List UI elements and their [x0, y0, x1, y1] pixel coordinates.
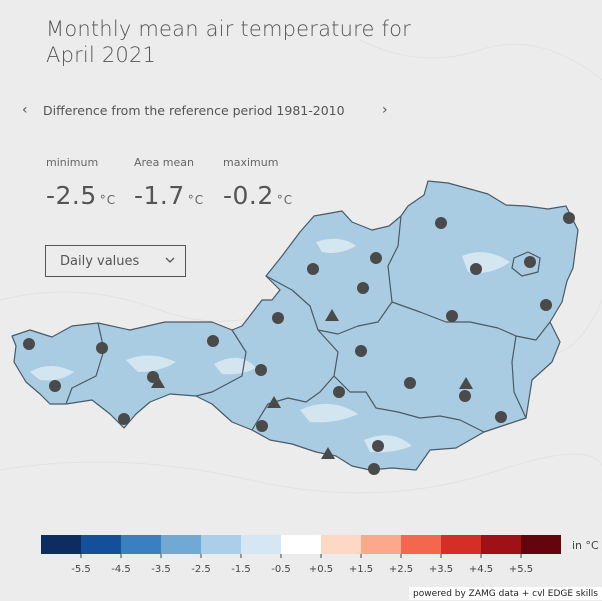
- legend-color-swatch: [321, 535, 361, 554]
- dropdown-selected-value: Daily values: [60, 254, 140, 269]
- stat-minimum: minimum -2.5 °C: [46, 156, 116, 210]
- station-marker: [368, 463, 380, 475]
- legend-color-swatch: [201, 535, 241, 554]
- station-marker: [435, 217, 447, 229]
- station-marker: [118, 413, 130, 425]
- station-marker: [404, 377, 416, 389]
- stat-label: maximum: [223, 156, 279, 169]
- station-marker: [49, 380, 61, 392]
- station-marker: [96, 342, 108, 354]
- previous-period-button[interactable]: ‹: [22, 102, 28, 118]
- mountain-station-marker: [325, 309, 339, 321]
- legend-tick-label: -0.5: [271, 564, 291, 575]
- stat-number: -0.2: [223, 181, 274, 210]
- legend-tick-label: +5.5: [509, 564, 533, 575]
- station-marker: [495, 411, 507, 423]
- legend-tick-label: -4.5: [111, 564, 131, 575]
- station-marker: [207, 335, 219, 347]
- station-marker: [23, 338, 35, 350]
- station-marker: [357, 282, 369, 294]
- legend-tick-label: -5.5: [71, 564, 91, 575]
- page-title: Monthly mean air temperature for April 2…: [46, 17, 411, 67]
- station-marker: [256, 420, 268, 432]
- stat-label: minimum: [46, 156, 99, 169]
- legend-tick-label: +4.5: [469, 564, 493, 575]
- stat-unit: °C: [276, 193, 294, 207]
- state-borders: [65, 215, 551, 433]
- stat-unit: °C: [187, 193, 205, 207]
- legend-tick-labels: -5.5 -4.5 -3.5 -2.5 -1.5 -0.5 +0.5 +1.5 +2.5 +3.5…: [71, 554, 533, 575]
- stat-value: -0.2 °C: [223, 181, 293, 210]
- mountain-station-marker: [151, 376, 165, 388]
- legend-color-swatch: [481, 535, 521, 554]
- stat-number: -1.7: [134, 181, 185, 210]
- station-marker: [307, 263, 319, 275]
- station-marker: [272, 312, 284, 324]
- station-marker: [372, 440, 384, 452]
- legend-color-swatch: [121, 535, 161, 554]
- legend-tick-label: -1.5: [231, 564, 251, 575]
- legend-color-swatch: [81, 535, 121, 554]
- legend-color-swatch: [161, 535, 201, 554]
- legend-tick-label: +1.5: [349, 564, 373, 575]
- station-marker: [524, 256, 536, 268]
- next-period-button[interactable]: ›: [382, 102, 388, 118]
- station-marker: [255, 364, 267, 376]
- legend-tick-label: +3.5: [429, 564, 453, 575]
- period-label: Difference from the reference period 198…: [43, 103, 345, 118]
- terrain-highlights: [30, 238, 510, 453]
- stat-value: -1.7 °C: [134, 181, 204, 210]
- legend-color-swatch: [241, 535, 281, 554]
- legend-unit-label: in °C: [572, 539, 599, 552]
- legend-color-swatch: [401, 535, 441, 554]
- legend-color-swatch: [361, 535, 401, 554]
- station-marker: [563, 212, 575, 224]
- station-marker: [540, 299, 552, 311]
- legend-color-swatch: [281, 535, 321, 554]
- station-marker: [470, 263, 482, 275]
- stat-unit: °C: [99, 193, 117, 207]
- chevron-down-icon: [165, 257, 175, 263]
- weather-stations: [23, 212, 575, 475]
- attribution-credit: powered by ZAMG data + cvl EDGE skills: [409, 587, 602, 600]
- austria-outline: [11, 180, 579, 471]
- legend-tick-label: -2.5: [191, 564, 211, 575]
- legend: in °C: [0, 534, 602, 584]
- stat-maximum: maximum -0.2 °C: [223, 156, 293, 210]
- station-marker: [459, 390, 471, 402]
- legend-tick-label: +2.5: [389, 564, 413, 575]
- stat-area-mean: Area mean -1.7 °C: [134, 156, 204, 210]
- mountain-station-marker: [267, 396, 281, 408]
- legend-tick-label: +0.5: [309, 564, 333, 575]
- station-marker: [370, 252, 382, 264]
- stat-label: Area mean: [134, 156, 195, 169]
- legend-color-swatch: [521, 535, 561, 554]
- station-marker: [446, 310, 458, 322]
- stat-value: -2.5 °C: [46, 181, 116, 210]
- station-marker: [333, 386, 345, 398]
- station-marker: [355, 345, 367, 357]
- legend-color-bar: [41, 535, 561, 554]
- mountain-station-marker: [321, 447, 335, 459]
- legend-color-swatch: [441, 535, 481, 554]
- stat-number: -2.5: [46, 181, 97, 210]
- legend-color-swatch: [41, 535, 81, 554]
- interval-dropdown[interactable]: Daily values: [45, 245, 186, 277]
- legend-tick-label: -3.5: [151, 564, 171, 575]
- mountain-station-marker: [459, 377, 473, 389]
